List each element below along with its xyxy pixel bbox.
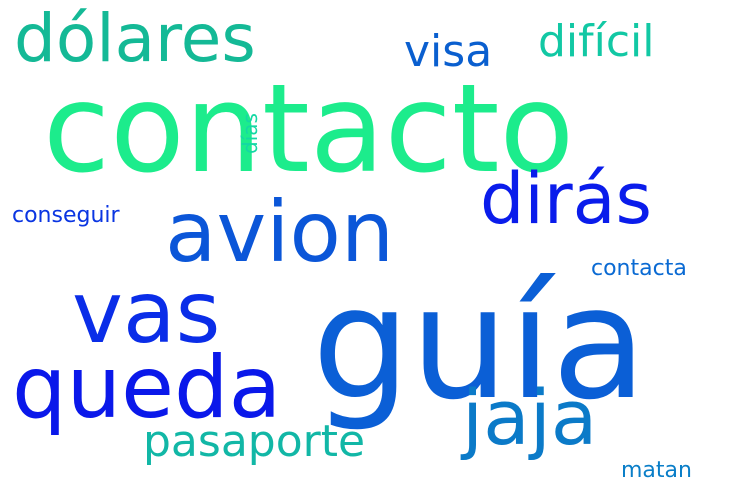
word-jaja: jaja [462,373,598,462]
word-dolares: dólares [14,0,256,77]
word-diras: dirás [480,158,653,240]
word-queda: queda [12,338,282,438]
word-dias: días [238,113,262,154]
word-avion: avion [165,183,395,281]
word-pasaporte: pasaporte [143,416,366,467]
word-contacta: contacta [591,256,687,281]
word-dificil: difícil [538,16,655,67]
word-vas: vas [72,263,221,363]
word-guia: guía [312,253,647,434]
word-contacto: contacto [43,58,575,200]
word-visa: visa [404,26,493,77]
word-matan: matan [621,458,692,483]
word-conseguir: conseguir [12,203,120,228]
